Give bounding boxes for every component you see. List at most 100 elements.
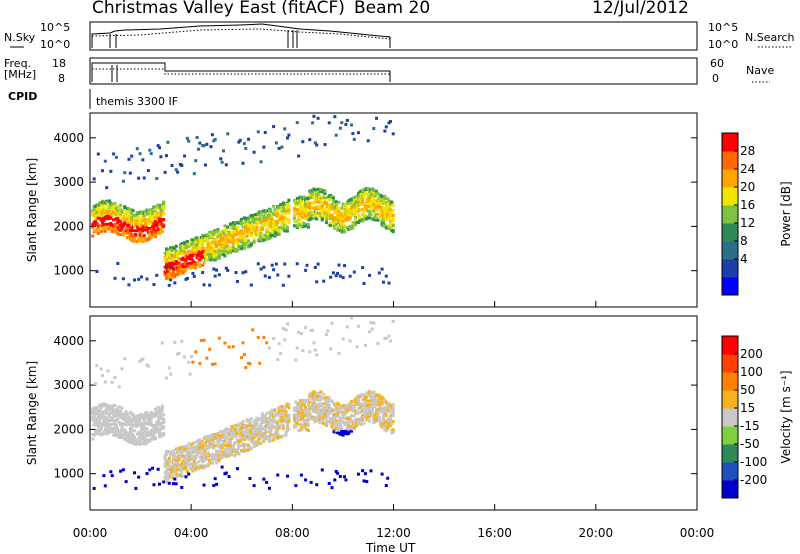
heatmap-cell: [287, 274, 291, 278]
heatmap-cell: [260, 427, 264, 431]
heatmap-cell: [142, 176, 146, 180]
heatmap-cell: [101, 199, 105, 203]
heatmap-cell: [242, 234, 246, 238]
heatmap-cell: [316, 395, 320, 399]
heatmap-cell: [390, 226, 394, 230]
heatmap-cell: [361, 414, 365, 418]
heatmap-cell: [329, 347, 333, 351]
heatmap-cell: [372, 127, 376, 131]
heatmap-cell: [213, 362, 217, 366]
heatmap-cell: [228, 447, 232, 451]
heatmap-cell: [192, 260, 196, 264]
heatmap-cell: [205, 444, 209, 448]
heatmap-cell: [194, 457, 198, 461]
heatmap-cell: [297, 402, 301, 406]
heatmap-cell: [304, 478, 308, 482]
heatmap-cell: [121, 422, 125, 426]
heatmap-cell: [109, 204, 113, 208]
heatmap-cell: [162, 206, 166, 210]
heatmap-cell: [352, 414, 356, 418]
heatmap-cell: [235, 432, 239, 436]
heatmap-cell: [217, 459, 221, 463]
heatmap-cell: [95, 423, 99, 427]
heatmap-cell: [241, 423, 245, 427]
heatmap-cell: [309, 217, 313, 221]
heatmap-cell: [352, 213, 356, 217]
heatmap-cell: [322, 208, 326, 212]
heatmap-cell: [323, 396, 327, 400]
heatmap-cell: [198, 265, 202, 269]
heatmap-cell: [359, 203, 363, 207]
heatmap-cell: [333, 226, 337, 230]
heatmap-cell: [316, 410, 320, 414]
heatmap-cell: [256, 335, 260, 339]
heatmap-cell: [267, 437, 271, 441]
heatmap-cell: [224, 450, 228, 454]
heatmap-cell: [279, 435, 283, 439]
heatmap-cell: [358, 420, 362, 424]
heatmap-cell: [358, 215, 362, 219]
heatmap-cell: [248, 362, 252, 366]
heatmap-cell: [145, 277, 149, 281]
heatmap-cell: [269, 223, 273, 227]
colorbar-segment: [722, 408, 738, 427]
x-tick-label: 16:00: [477, 526, 512, 540]
heatmap-cell: [126, 231, 130, 235]
heatmap-cell: [148, 148, 152, 152]
heatmap-cell: [116, 217, 120, 221]
heatmap-cell: [384, 336, 388, 340]
heatmap-cell: [259, 424, 263, 428]
heatmap-cell: [119, 429, 123, 433]
x-tick-label: 04:00: [174, 526, 209, 540]
heatmap-cell: [180, 252, 184, 256]
heatmap-cell: [320, 418, 324, 422]
heatmap-cell: [208, 347, 212, 351]
heatmap-cell: [312, 418, 316, 422]
heatmap-cell: [313, 191, 317, 195]
heatmap-cell: [105, 431, 109, 435]
heatmap-cell: [244, 436, 248, 440]
heatmap-cell: [352, 208, 356, 212]
heatmap-cell: [327, 121, 331, 125]
heatmap-cell: [171, 267, 175, 271]
heatmap-cell: [276, 227, 280, 231]
heatmap-cell: [295, 418, 299, 422]
heatmap-cell: [183, 242, 187, 246]
heatmap-cell: [247, 443, 251, 447]
heatmap-cell: [274, 262, 278, 266]
colorbar-segment: [722, 336, 738, 355]
heatmap-cell: [202, 459, 206, 463]
heatmap-cell: [91, 418, 95, 422]
heatmap-cell: [228, 449, 232, 453]
heatmap-cell: [391, 419, 395, 423]
heatmap-cell: [386, 476, 390, 480]
heatmap-cell: [107, 412, 111, 416]
heatmap-cell: [228, 251, 232, 255]
heatmap-cell: [148, 226, 152, 230]
heatmap-cell: [372, 321, 376, 325]
heatmap-cell: [351, 132, 355, 136]
heatmap-cell: [381, 280, 385, 284]
heatmap-cell: [227, 454, 231, 458]
heatmap-cell: [298, 410, 302, 414]
heatmap-cell: [354, 418, 358, 422]
heatmap-cell: [113, 201, 117, 205]
heatmap-cell: [187, 360, 191, 364]
heatmap-cell: [370, 410, 374, 414]
heatmap-cell: [369, 391, 373, 395]
heatmap-cell: [356, 472, 360, 476]
heatmap-cell: [315, 353, 319, 357]
heatmap-cell: [215, 268, 219, 272]
heatmap-cell: [315, 483, 319, 487]
heatmap-cell: [132, 239, 136, 243]
heatmap-cell: [279, 218, 283, 222]
heatmap-cell: [163, 464, 167, 468]
heatmap-cell: [273, 229, 277, 233]
heatmap-cell: [153, 207, 157, 211]
heatmap-cell: [370, 407, 374, 411]
heatmap-cell: [370, 205, 374, 209]
heatmap-cell: [358, 219, 362, 223]
heatmap-cell: [196, 460, 200, 464]
heatmap-cell: [323, 143, 327, 147]
heatmap-cell: [324, 423, 328, 427]
